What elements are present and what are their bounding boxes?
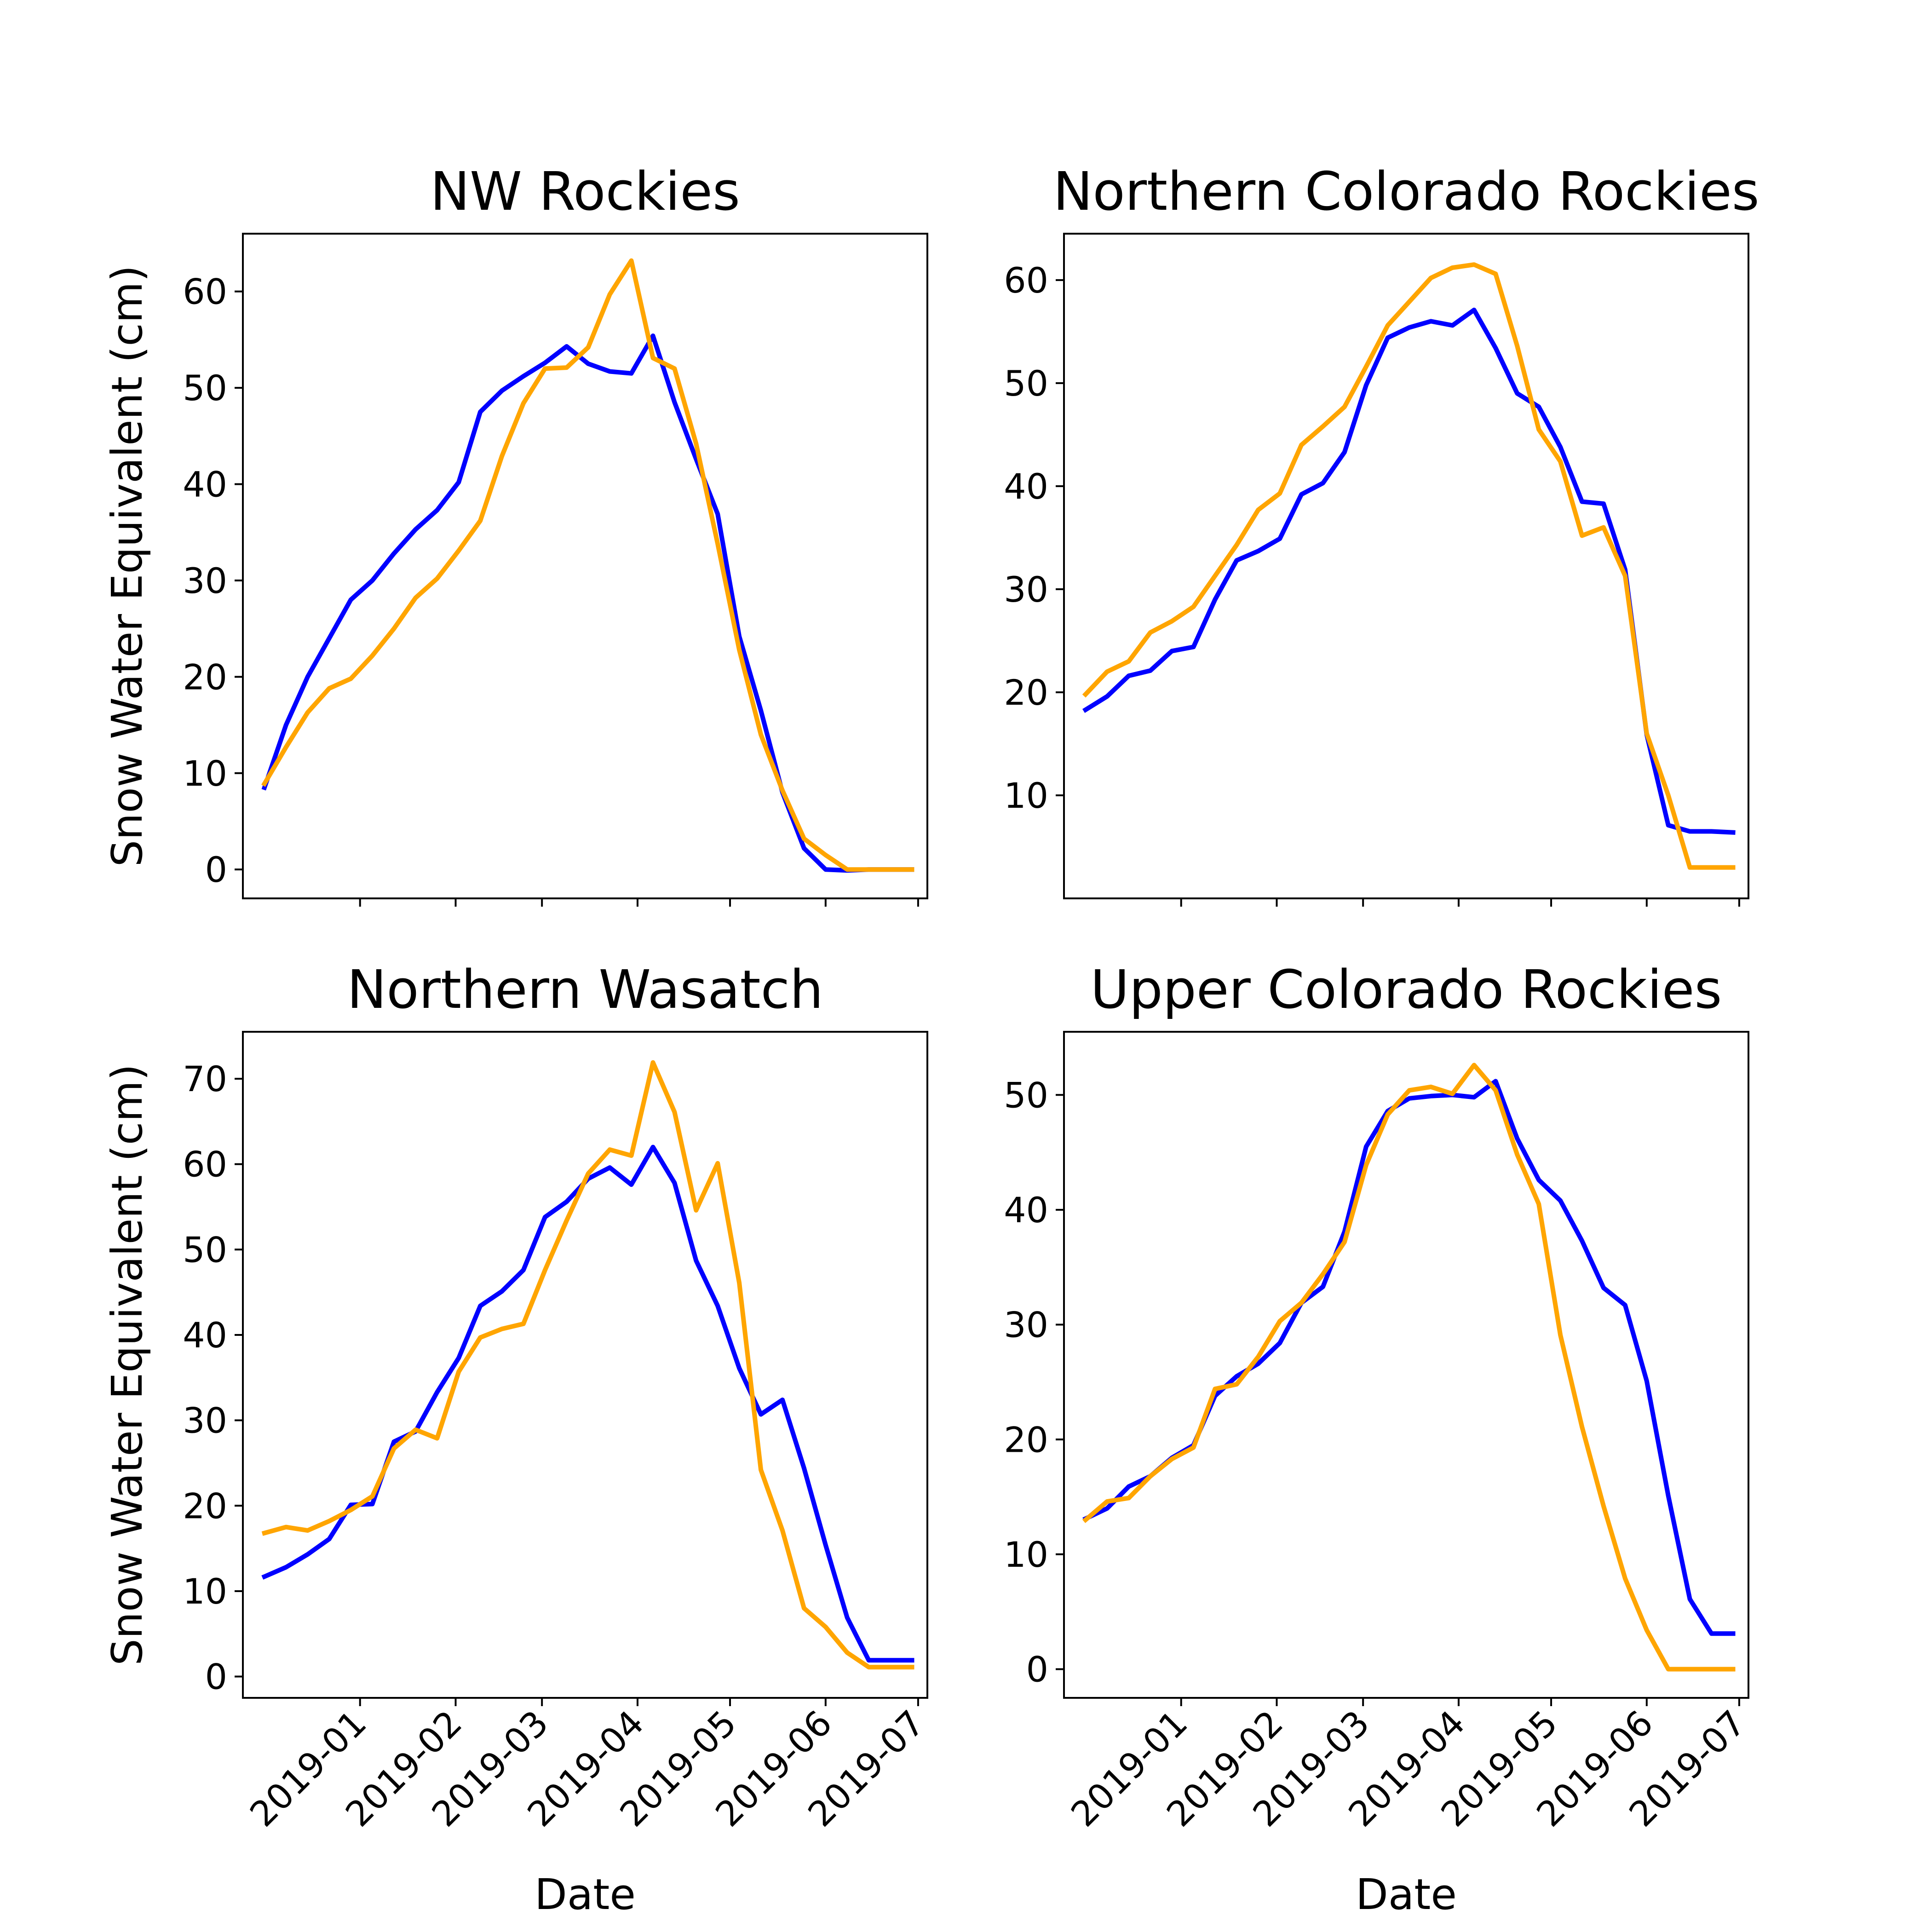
y-tick-label: 20 [183,656,227,697]
axes-frame [242,233,928,899]
blue-series-line [261,334,914,873]
y-tick-label: 50 [1004,1075,1048,1116]
series-group [1082,262,1736,870]
subplot-northern-wasatch: Northern Wasatch0102030405060702019-0120… [103,959,932,1919]
subplot-title: Northern Colorado Rockies [1053,161,1759,223]
y-tick-label: 50 [183,1229,227,1270]
axes-frame [242,1031,928,1699]
y-tick-label: 40 [183,1315,227,1356]
y-tick-label: 0 [205,849,227,890]
subplot-title: Northern Wasatch [347,959,823,1021]
y-tick-label: 20 [183,1485,227,1526]
y-axis-label: Snow Water Equivalent (cm) [103,265,152,867]
axes-frame [1063,233,1749,899]
blue-series-line [1082,1079,1736,1636]
y-tick-label: 30 [183,560,227,601]
series-group [261,258,914,873]
y-tick-label: 50 [1004,363,1048,404]
series-group [1082,1063,1736,1672]
y-tick-label: 40 [1004,466,1048,507]
y-tick-label: 30 [1004,569,1048,610]
orange-series-line [1082,262,1736,870]
y-tick-label: 50 [183,368,227,408]
subplot-title: NW Rockies [430,161,740,223]
series-group [261,1060,914,1670]
y-tick-label: 60 [183,1144,227,1185]
y-axis-label: Snow Water Equivalent (cm) [103,1064,152,1666]
subplot-northern-colorado-rockies: Northern Colorado Rockies 10 20 30 40 50 60 [1004,161,1760,907]
y-tick-label: 30 [1004,1305,1048,1346]
y-tick-label: 60 [1004,260,1048,301]
axes-frame [1063,1031,1749,1699]
y-tick-label: 10 [1004,1534,1048,1575]
y-tick-label: 0 [205,1656,227,1697]
x-axis-label: Date [535,1870,636,1919]
y-tick-label: 60 [183,271,227,312]
y-tick-label: 40 [183,464,227,505]
y-tick-label: 10 [183,753,227,794]
orange-series-line [261,258,914,872]
blue-series-line [1082,307,1736,835]
y-tick-label: 70 [183,1058,227,1099]
y-tick-label: 10 [183,1571,227,1612]
y-tick-label: 20 [1004,1419,1048,1460]
y-tick-label: 40 [1004,1190,1048,1230]
y-tick-label: 20 [1004,672,1048,713]
x-axis-label: Date [1356,1870,1457,1919]
orange-series-line [1082,1063,1736,1672]
y-tick-label: 10 [1004,775,1048,816]
y-tick-label: 30 [183,1400,227,1441]
orange-series-line [261,1060,914,1670]
subplot-title: Upper Colorado Rockies [1091,959,1722,1021]
y-tick-label: 0 [1026,1649,1048,1690]
subplot-upper-colorado-rockies: Upper Colorado Rockies010203040502019-01… [1004,959,1753,1919]
subplot-nw-rockies: NW Rockies 0 10 20 30 40 50 60 Snow Water Equiva… [103,161,928,907]
blue-series-line [261,1144,914,1663]
